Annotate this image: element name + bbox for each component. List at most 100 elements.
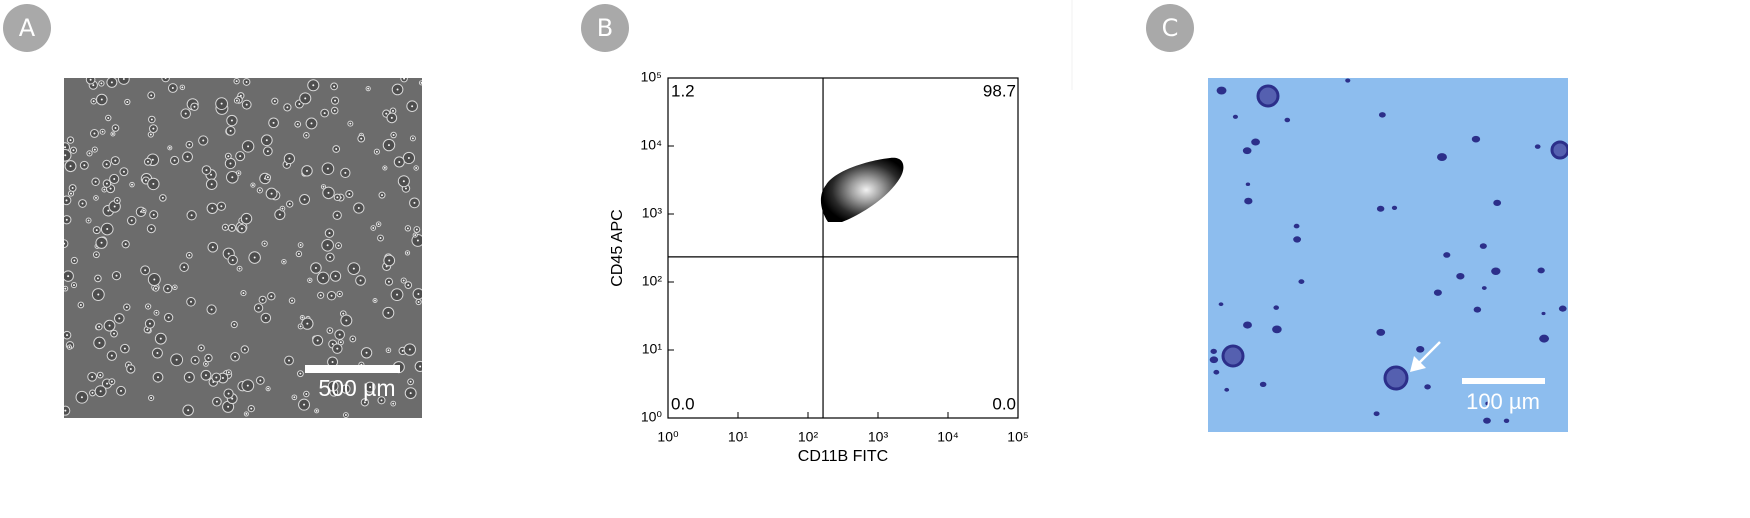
cell-nucleus [414, 234, 417, 237]
panel-label: C [1162, 14, 1179, 42]
cell-nucleus [107, 116, 110, 119]
cell-nucleus [151, 158, 154, 161]
cell-nucleus [417, 292, 420, 295]
cell-nucleus [94, 196, 97, 199]
cell-nucleus [336, 196, 339, 199]
cell-nucleus [305, 134, 308, 137]
cell-nucleus [173, 286, 176, 289]
cell-nucleus [181, 86, 184, 89]
cell [1242, 147, 1252, 155]
cell [1550, 140, 1568, 160]
cell-nucleus [264, 317, 267, 320]
cell-nucleus [126, 100, 129, 103]
cell [64, 405, 71, 416]
cell-nucleus [93, 148, 96, 151]
panel-label: B [597, 14, 613, 42]
cell-nucleus [154, 287, 157, 290]
cell-nucleus [403, 78, 406, 80]
cell-nucleus [175, 358, 178, 361]
cell-nucleus [230, 119, 233, 122]
cell-nucleus [235, 80, 238, 83]
cell-nucleus [245, 103, 248, 106]
cell-nucleus [367, 87, 370, 90]
cell [1232, 114, 1238, 119]
cell [1293, 223, 1300, 229]
cell-nucleus [64, 409, 67, 412]
cell-nucleus [229, 129, 232, 132]
cell-nucleus [123, 347, 126, 350]
cell-nucleus [204, 362, 207, 365]
cell-nucleus [331, 343, 334, 346]
cell-nucleus [124, 243, 127, 246]
cell [1479, 243, 1487, 249]
cell [1378, 112, 1386, 118]
cell-nucleus [415, 166, 418, 169]
cell-nucleus [306, 322, 309, 325]
cell-nucleus [245, 412, 248, 415]
cell-nucleus [285, 163, 288, 166]
cell [1373, 411, 1380, 417]
cell-nucleus [296, 123, 299, 126]
cell [400, 78, 408, 83]
cell-nucleus [270, 295, 273, 298]
cell-nucleus [365, 351, 368, 354]
cell [1376, 205, 1385, 212]
panel-badge [3, 4, 51, 52]
cell-nucleus [314, 266, 317, 269]
x-tick-label: 10² [798, 429, 819, 445]
cell-nucleus [286, 106, 289, 109]
quadrant-label: 0.0 [671, 394, 695, 413]
cell-nucleus [100, 82, 103, 85]
cell-nucleus [305, 169, 308, 172]
cell-nucleus [238, 267, 241, 270]
cell [1244, 197, 1253, 205]
cell-nucleus [245, 80, 248, 83]
cell-nucleus [267, 387, 270, 390]
cell-nucleus [227, 155, 230, 158]
cell-nucleus [402, 279, 405, 282]
cell-nucleus [326, 244, 329, 247]
cell-nucleus [411, 137, 414, 140]
cell-nucleus [188, 376, 191, 379]
cell-nucleus [377, 223, 380, 226]
cell-nucleus [144, 179, 147, 182]
cell-nucleus [415, 228, 418, 231]
cell-nucleus [95, 229, 98, 232]
cell [1483, 417, 1491, 424]
cell-nucleus [288, 359, 291, 362]
cell-nucleus [246, 384, 249, 387]
cell-nucleus [235, 99, 238, 102]
cell-nucleus [106, 382, 109, 385]
cell-nucleus [156, 352, 159, 355]
cell-nucleus [266, 150, 269, 153]
cell-nucleus [392, 402, 395, 405]
cell-nucleus [243, 348, 246, 351]
cell-nucleus [328, 329, 331, 332]
cell-nucleus [406, 227, 409, 230]
cell-nucleus [142, 209, 145, 212]
x-tick-label: 10³ [868, 429, 889, 445]
cell-nucleus [301, 316, 304, 319]
cell-nucleus [211, 207, 214, 210]
cell-nucleus [240, 227, 243, 230]
cell-nucleus [150, 227, 153, 230]
cell-nucleus [265, 139, 268, 142]
x-tick-label: 10⁴ [937, 429, 959, 445]
cell-nucleus [204, 374, 207, 377]
cell-nucleus [122, 78, 125, 81]
cell-nucleus [288, 203, 291, 206]
cell-nucleus [146, 328, 149, 331]
cell-nucleus [245, 217, 248, 220]
cell-nucleus [416, 239, 419, 242]
cell-nucleus [381, 194, 384, 197]
cell-nucleus [253, 256, 256, 259]
cell-nucleus [72, 284, 75, 287]
cell-nucleus [231, 176, 234, 179]
cell-nucleus [79, 304, 82, 307]
cell-nucleus [345, 319, 348, 322]
cell [1216, 86, 1227, 95]
cell-nucleus [406, 251, 409, 254]
cell-nucleus [125, 306, 128, 309]
density-blob [820, 157, 904, 222]
cell-nucleus [251, 184, 254, 187]
